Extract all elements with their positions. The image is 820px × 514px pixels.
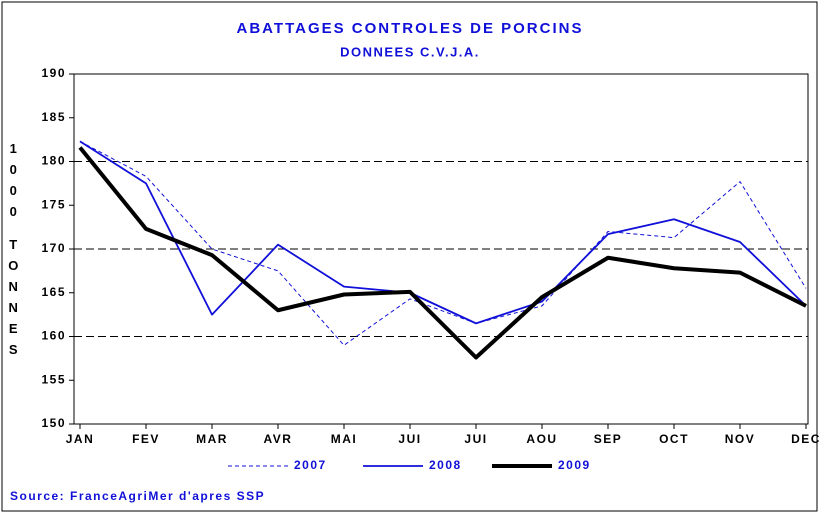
x-tick-label: OCT: [659, 432, 689, 446]
y-tick-label: 175: [41, 197, 66, 211]
series-line: [79, 140, 807, 346]
x-tick-label: JUI: [398, 432, 421, 446]
x-tick-label: DEC: [791, 432, 820, 446]
x-tick-label: NOV: [725, 432, 756, 446]
x-tick-label: AOU: [526, 432, 557, 446]
x-tick-label: JAN: [66, 432, 95, 446]
chart-subtitle: DONNEES C.V.J.A.: [340, 44, 480, 59]
plot-area: [73, 73, 809, 425]
x-tick-label: JUI: [464, 432, 487, 446]
y-tick-label: 160: [41, 329, 66, 343]
y-tick-label: 155: [41, 372, 66, 386]
x-tick-label: AVR: [264, 432, 293, 446]
x-tick-label: SEP: [594, 432, 623, 446]
series-line: [78, 146, 807, 360]
y-tick-label: 165: [41, 285, 66, 299]
y-tick-label: 190: [41, 66, 66, 80]
legend-label: 2009: [558, 458, 591, 472]
y-tick-label: 185: [41, 110, 66, 124]
y-tick-label: 180: [41, 154, 66, 168]
legend-label: 2007: [294, 458, 327, 472]
legend-label: 2008: [429, 458, 462, 472]
series-line: [79, 140, 807, 325]
x-tick-label: MAR: [196, 432, 228, 446]
y-tick-label: 150: [41, 416, 66, 430]
chart-title: ABATTAGES CONTROLES DE PORCINS: [237, 20, 584, 37]
source: Source: FranceAgriMer d'apres SSP: [10, 489, 265, 503]
x-tick-label: FEV: [132, 432, 160, 446]
x-tick-label: MAI: [331, 432, 358, 446]
y-tick-label: 170: [41, 241, 66, 255]
